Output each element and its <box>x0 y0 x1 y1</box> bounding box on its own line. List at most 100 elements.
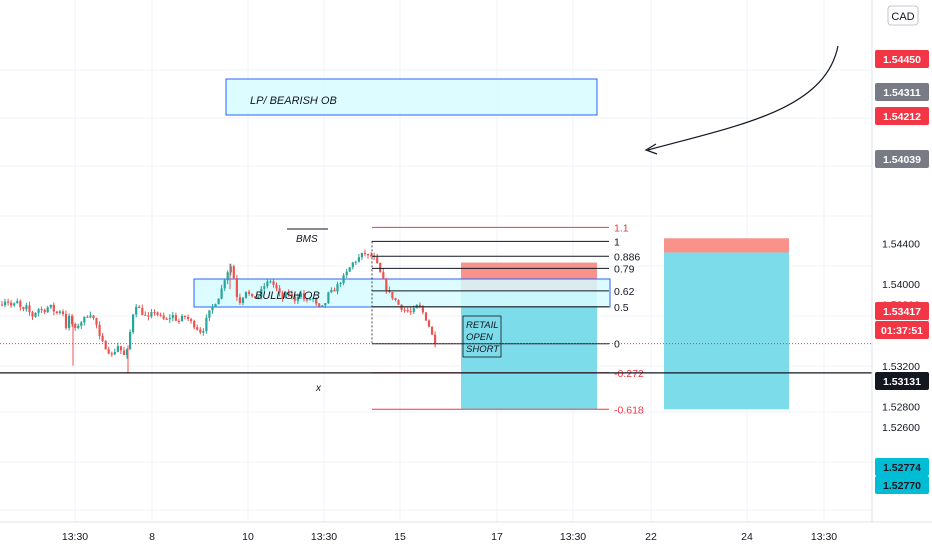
candle-body <box>31 312 34 317</box>
y-tick-label: 1.54400 <box>882 238 920 250</box>
candle-body <box>211 306 214 311</box>
candle-body <box>241 297 245 303</box>
candle-body <box>397 300 400 305</box>
candle-body <box>357 257 360 262</box>
candle-body <box>293 296 296 301</box>
candle-body <box>193 320 196 328</box>
candle-body <box>0 304 4 306</box>
fib-level-label: 1.1 <box>614 222 629 234</box>
bearish-ob-zone[interactable] <box>225 78 598 116</box>
candle-body <box>64 314 68 329</box>
candle-body <box>49 304 52 308</box>
candle-body <box>55 311 58 313</box>
candle-body <box>315 298 318 304</box>
candle-body <box>223 280 226 289</box>
price-badge-label: 1.54212 <box>883 111 921 123</box>
fib-level-label: -0.618 <box>614 404 644 416</box>
arrow-head-icon <box>644 143 658 155</box>
candle-body <box>321 305 324 307</box>
candle-body <box>113 352 116 355</box>
price-badge <box>875 476 929 494</box>
candle-body <box>107 349 110 354</box>
candle-body <box>147 315 150 317</box>
candle-body <box>296 297 299 301</box>
fib-level-label: -0.272 <box>614 368 644 380</box>
candle-body <box>379 263 382 273</box>
curved-arrow[interactable] <box>647 45 839 151</box>
currency-badge-box[interactable] <box>887 5 919 26</box>
candle-body <box>187 316 190 320</box>
candle-body <box>324 303 327 306</box>
price-badge-label: 1.54311 <box>883 87 921 99</box>
candle-body <box>19 301 22 308</box>
price-badge-label: 1.53417 <box>883 306 921 318</box>
candle-body <box>376 257 379 263</box>
candle-body <box>199 329 202 333</box>
price-badge-label: 1.53131 <box>883 376 921 388</box>
candle-body <box>25 305 28 310</box>
candle-body <box>214 304 217 307</box>
candle-body <box>80 322 83 326</box>
position-2-target-zone[interactable] <box>664 252 789 410</box>
candle-body <box>13 303 16 306</box>
x-tick-label: 10 <box>242 531 254 543</box>
price-badge-label: 1.52774 <box>883 462 921 474</box>
price-badge <box>875 50 929 68</box>
candle-body <box>61 311 65 314</box>
candle-body <box>275 284 278 289</box>
candle-body <box>28 305 31 313</box>
candle-body <box>363 252 367 254</box>
candle-body <box>406 309 409 312</box>
candle-body <box>412 308 415 312</box>
candle-body <box>74 324 77 328</box>
candle-body <box>217 298 220 305</box>
candle-body <box>312 298 315 300</box>
price-badge <box>875 107 929 125</box>
price-badge <box>875 321 929 339</box>
candle-body <box>159 314 162 316</box>
x-tick-label: 13:30 <box>62 531 88 543</box>
candle-body <box>333 290 336 292</box>
candle-body <box>116 346 119 352</box>
candle-body <box>34 312 37 317</box>
y-tick-label: 1.52600 <box>882 422 920 434</box>
candle-body <box>68 315 71 329</box>
candle-body <box>257 296 260 299</box>
candle-body <box>129 332 132 350</box>
price-badge <box>875 83 929 101</box>
fib-level-label: 0.5 <box>614 302 629 314</box>
bearish-ob-label: LP/ BEARISH OB <box>250 95 337 107</box>
candle-body <box>418 304 421 307</box>
candle-body <box>86 316 89 318</box>
candle-body <box>196 327 199 330</box>
candle-body <box>299 293 302 298</box>
position-2-stop-zone[interactable] <box>664 238 789 253</box>
candle-body <box>226 272 229 281</box>
candle-body <box>309 298 312 300</box>
drawing-lines[interactable] <box>0 45 872 374</box>
candle-body <box>254 296 257 299</box>
candle-body <box>119 346 122 351</box>
candle-body <box>52 304 55 312</box>
x-tick-label: 13:30 <box>811 531 837 543</box>
candle-body <box>266 281 269 287</box>
candle-body <box>208 310 211 318</box>
candle-body <box>431 326 434 335</box>
currency-badge[interactable]: CAD <box>891 11 914 23</box>
candle-body <box>190 319 193 321</box>
candle-body <box>89 315 92 318</box>
candle-body <box>71 315 74 325</box>
x-tick-label: 22 <box>645 531 657 543</box>
candle-body <box>348 267 351 272</box>
price-badge-label: 01:37:51 <box>881 325 923 337</box>
candle-body <box>58 311 61 313</box>
candle-body <box>284 292 287 299</box>
position-1-target-zone[interactable] <box>461 290 597 410</box>
bullish-ob-zone[interactable] <box>193 278 611 308</box>
y-tick-label: 1.54000 <box>882 279 920 291</box>
x-tick-label: 15 <box>394 531 406 543</box>
candle-body <box>330 290 333 293</box>
candle-body <box>150 312 153 317</box>
